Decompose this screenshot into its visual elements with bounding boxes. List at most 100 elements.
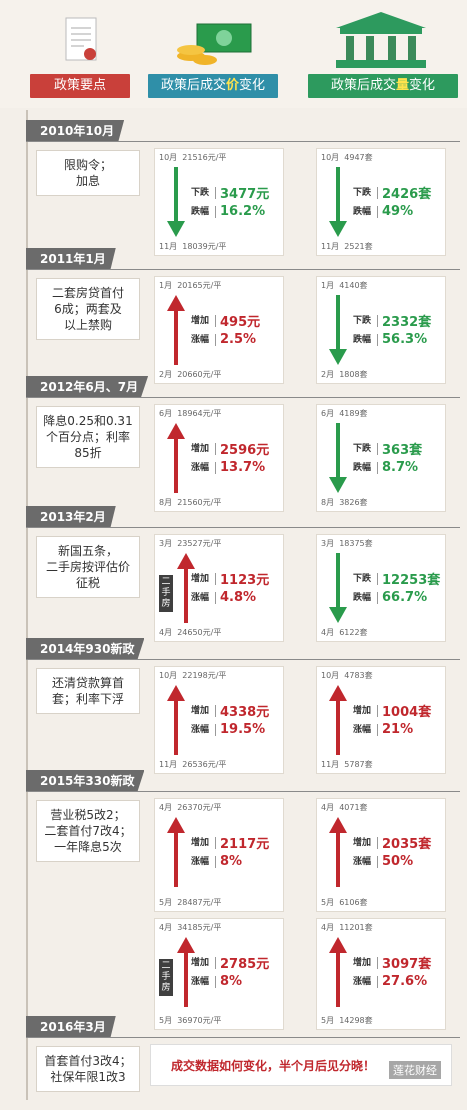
bank-building-icon <box>336 12 426 68</box>
section-divider <box>26 269 460 270</box>
volume-panel: 4月 4071套 增加 2035套 涨幅 50% 5月 6106套 <box>316 798 446 912</box>
section-divider <box>26 1037 460 1038</box>
tab-price-change: 政策后成交价变化 <box>148 74 278 98</box>
up-arrow-icon <box>167 423 185 493</box>
price-rate-value: 19.5% <box>220 722 266 737</box>
price-panel: 10月 21516元/平 下跌 3477元 跌幅 16.2% 11月 18039元/… <box>154 148 284 256</box>
second-hand-volume-rate-value: 27.6% <box>382 974 428 989</box>
policy-text: 降息0.25和0.31 个百分点；利率 85折 <box>36 406 140 468</box>
section-title: 2016年3月 <box>26 1016 116 1038</box>
price-end: 8月 21560元/平 <box>159 498 222 507</box>
section-divider <box>26 659 460 660</box>
up-arrow-icon <box>177 553 195 623</box>
volume-rate-value: 66.7% <box>382 590 428 605</box>
volume-change-row: 下跌 2426套 <box>353 186 432 202</box>
second-hand-price-change-row: 增加 2785元 <box>191 956 270 972</box>
price-rate-row: 涨幅 19.5% <box>191 722 266 737</box>
second-hand-volume-end: 5月 14298套 <box>321 1016 373 1025</box>
volume-start: 3月 18375套 <box>321 539 373 548</box>
price-rate-value: 16.2% <box>220 204 266 219</box>
price-end: 2月 20660元/平 <box>159 370 222 379</box>
volume-change-row: 下跌 363套 <box>353 442 423 458</box>
volume-panel: 6月 4189套 下跌 363套 跌幅 8.7% 8月 3826套 <box>316 404 446 512</box>
down-arrow-icon <box>167 167 185 237</box>
volume-change-value: 363套 <box>382 443 423 458</box>
up-arrow-icon <box>167 295 185 365</box>
price-change-row: 增加 495元 <box>191 314 261 330</box>
down-arrow-icon <box>329 295 347 365</box>
final-note: 成交数据如何变化，半个月后见分晓！ <box>171 1059 376 1073</box>
price-rate-value: 13.7% <box>220 460 266 475</box>
volume-end: 5月 6106套 <box>321 898 368 907</box>
price-change-row: 增加 4338元 <box>191 704 270 720</box>
policy-text: 首套首付3改4； 社保年限1改3 <box>36 1046 140 1092</box>
volume-panel: 10月 4783套 增加 1004套 涨幅 21% 11月 5787套 <box>316 666 446 774</box>
tab-policy-points: 政策要点 <box>30 74 130 98</box>
second-hand-volume-change-row: 增加 3097套 <box>353 956 432 972</box>
policy-text: 新国五条， 二手房按评估价 征税 <box>36 536 140 598</box>
section-title: 2012年6月、7月 <box>26 376 149 398</box>
final-note-box: 成交数据如何变化，半个月后见分晓！ 莲花财经 <box>150 1044 452 1086</box>
volume-change-row: 增加 1004套 <box>353 704 432 720</box>
second-hand-volume-rate-row: 涨幅 27.6% <box>353 974 428 989</box>
price-panel: 6月 18964元/平 增加 2596元 涨幅 13.7% 8月 21560元/平 <box>154 404 284 512</box>
price-change-value: 2117元 <box>220 837 270 852</box>
price-start: 4月 26370元/平 <box>159 803 222 812</box>
timeline-spine <box>26 110 28 1100</box>
price-end: 4月 24650元/平 <box>159 628 222 637</box>
volume-change-row: 下跌 2332套 <box>353 314 432 330</box>
volume-end: 2月 1808套 <box>321 370 368 379</box>
policy-text: 还清贷款算首 套；利率下浮 <box>36 668 140 714</box>
volume-change-value: 2035套 <box>382 837 432 852</box>
price-change-value: 4338元 <box>220 705 270 720</box>
volume-rate-row: 跌幅 56.3% <box>353 332 428 347</box>
policy-text: 二套房贷首付 6成；两套及 以上禁购 <box>36 278 140 340</box>
section-divider <box>26 791 460 792</box>
volume-rate-value: 21% <box>382 722 414 737</box>
section-divider <box>26 141 460 142</box>
volume-rate-value: 50% <box>382 854 414 869</box>
up-arrow-icon <box>329 685 347 755</box>
volume-rate-value: 49% <box>382 204 414 219</box>
section-title: 2011年1月 <box>26 248 116 270</box>
price-rate-row: 涨幅 2.5% <box>191 332 257 347</box>
volume-change-row: 下跌 12253套 <box>353 572 441 588</box>
second-hand-price-change-value: 2785元 <box>220 957 270 972</box>
volume-panel: 3月 18375套 下跌 12253套 跌幅 66.7% 4月 6122套 <box>316 534 446 642</box>
price-panel: 4月 26370元/平 增加 2117元 涨幅 8% 5月 28487元/平 <box>154 798 284 912</box>
up-arrow-icon <box>177 937 195 1007</box>
price-rate-value: 4.8% <box>220 590 257 605</box>
price-start: 10月 22198元/平 <box>159 671 227 680</box>
second-hand-price-rate-value: 8% <box>220 974 243 989</box>
second-hand-volume-change-value: 3097套 <box>382 957 432 972</box>
volume-change-value: 12253套 <box>382 573 441 588</box>
price-end: 11月 26536元/平 <box>159 760 227 769</box>
volume-panel: 1月 4140套 下跌 2332套 跌幅 56.3% 2月 1808套 <box>316 276 446 384</box>
price-panel: 10月 22198元/平 增加 4338元 涨幅 19.5% 11月 26536元/… <box>154 666 284 774</box>
down-arrow-icon <box>329 553 347 623</box>
volume-change-row: 增加 2035套 <box>353 836 432 852</box>
second-hand-price-rate-row: 涨幅 8% <box>191 974 243 989</box>
volume-end: 11月 5787套 <box>321 760 373 769</box>
price-change-row: 增加 2596元 <box>191 442 270 458</box>
policy-text: 营业税5改2； 二套首付7改4； 一年降息5次 <box>36 800 140 862</box>
price-change-row: 增加 2117元 <box>191 836 270 852</box>
volume-start: 1月 4140套 <box>321 281 368 290</box>
volume-panel: 10月 4947套 下跌 2426套 跌幅 49% 11月 2521套 <box>316 148 446 256</box>
section-title: 2014年930新政 <box>26 638 145 660</box>
down-arrow-icon <box>329 423 347 493</box>
price-rate-value: 2.5% <box>220 332 257 347</box>
price-rate-row: 涨幅 4.8% <box>191 590 257 605</box>
volume-change-value: 2426套 <box>382 187 432 202</box>
watermark: 莲花财经 <box>389 1061 441 1079</box>
volume-rate-value: 8.7% <box>382 460 419 475</box>
section-divider <box>26 527 460 528</box>
up-arrow-icon <box>329 817 347 887</box>
policy-text: 限购令； 加息 <box>36 150 140 196</box>
up-arrow-icon <box>329 937 347 1007</box>
volume-rate-value: 56.3% <box>382 332 428 347</box>
down-arrow-icon <box>329 167 347 237</box>
second-hand-price-start: 4月 34185元/平 <box>159 923 222 932</box>
volume-change-value: 1004套 <box>382 705 432 720</box>
section-title: 2010年10月 <box>26 120 125 142</box>
